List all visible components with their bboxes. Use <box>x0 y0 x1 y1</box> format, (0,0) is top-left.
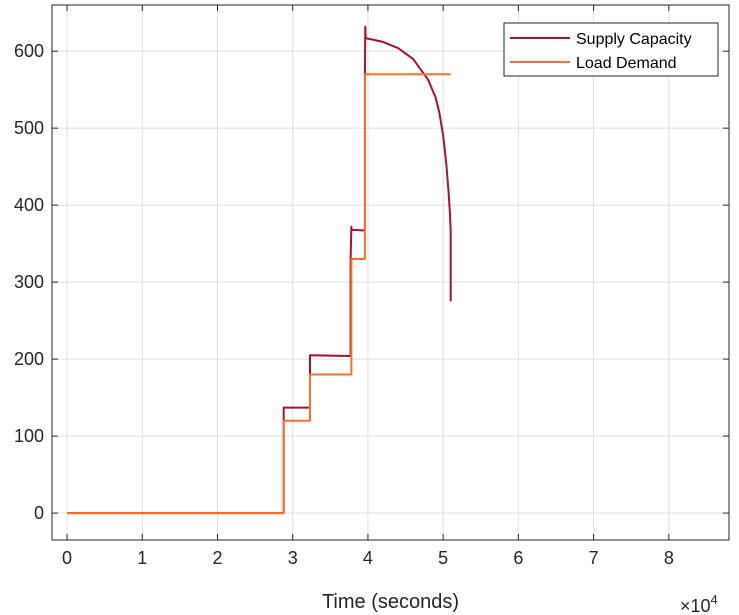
x-exponent-base: ×10 <box>680 596 711 615</box>
x-tick-label: 1 <box>137 548 147 568</box>
ticks <box>52 5 729 540</box>
x-axis-label: Time (seconds) <box>322 591 459 613</box>
x-tick-label: 3 <box>288 548 298 568</box>
legend: Supply Capacity Load Demand <box>503 22 719 77</box>
x-exponent-label: ×104 <box>680 592 718 615</box>
grid <box>52 5 729 540</box>
x-tick-label: 2 <box>212 548 222 568</box>
legend-label-load-demand: Load Demand <box>576 55 677 72</box>
y-tick-label: 0 <box>34 503 44 523</box>
y-tick-label: 300 <box>14 272 44 292</box>
series-layer <box>67 25 452 515</box>
y-tick-label: 100 <box>14 426 44 446</box>
x-exponent-power: 4 <box>711 592 718 607</box>
y-tick-label: 400 <box>14 195 44 215</box>
series-line-load-demand <box>67 73 451 515</box>
x-tick-label: 4 <box>363 548 373 568</box>
y-tick-label: 200 <box>14 349 44 369</box>
y-tick-label: 600 <box>14 41 44 61</box>
x-tick-label: 0 <box>62 548 72 568</box>
legend-box <box>503 22 719 77</box>
y-tick-label: 500 <box>14 118 44 138</box>
legend-label-supply-capacity: Supply Capacity <box>576 31 692 48</box>
tick-labels: 0 1 2 3 4 5 6 7 8 0 100 200 300 400 500 600 <box>14 41 674 568</box>
x-tick-label: 5 <box>438 548 448 568</box>
plot-frame <box>51 4 730 541</box>
x-tick-label: 7 <box>589 548 599 568</box>
x-tick-label: 8 <box>664 548 674 568</box>
plot-background <box>52 5 729 540</box>
x-tick-label: 6 <box>513 548 523 568</box>
series-line-supply-capacity <box>67 25 452 515</box>
